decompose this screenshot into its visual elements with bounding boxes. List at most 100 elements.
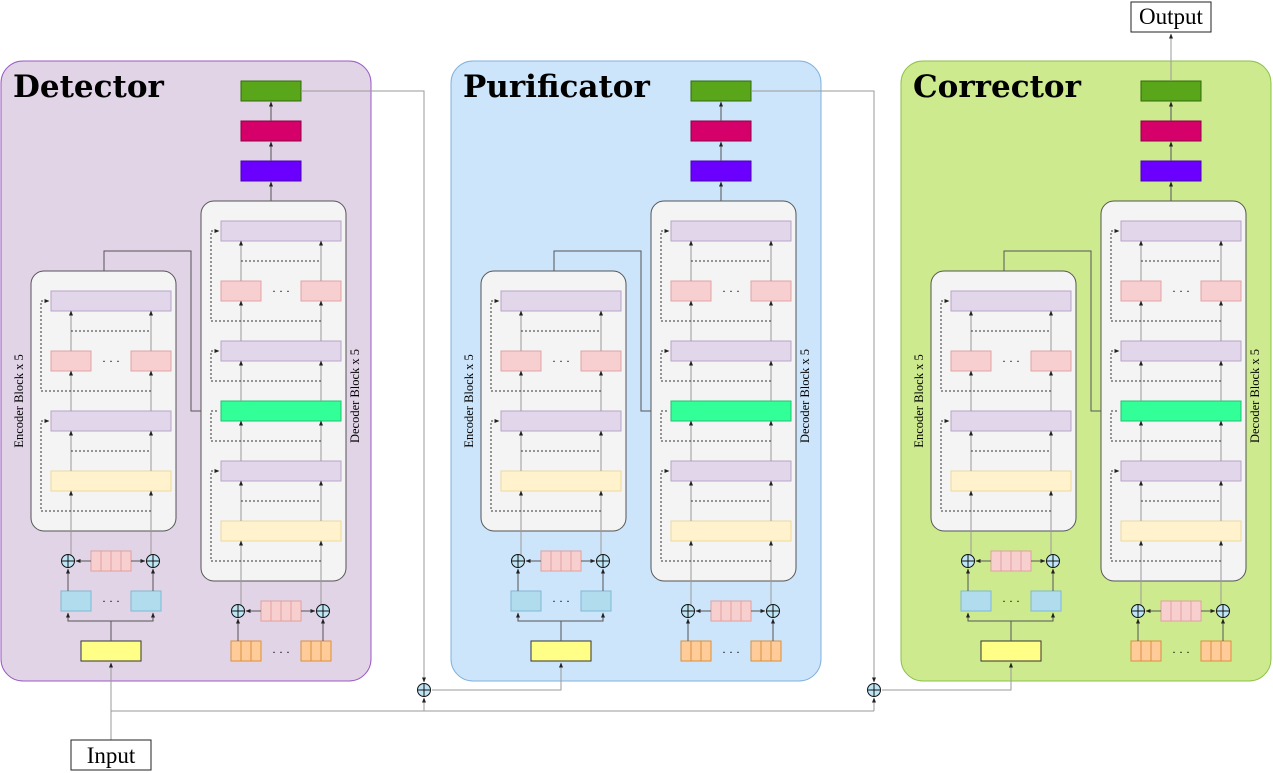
input-to-embed	[561, 612, 605, 622]
encoder-to-decoder	[1003, 250, 1120, 413]
decoder-token-ellipsis: · · ·	[1172, 645, 1190, 659]
encoder-residual	[490, 419, 601, 512]
encoder-norm-input	[950, 470, 1072, 492]
decoder-residual	[210, 469, 321, 562]
encoder-attention-top	[950, 290, 1072, 312]
decoder-attention-top	[220, 220, 342, 242]
encoder-attention-mid	[50, 410, 172, 432]
decoder-self-attention	[670, 460, 792, 482]
io-group: Input Output	[70, 1, 1212, 771]
detector-output-wire	[301, 90, 426, 683]
decoder-ellipsis: · · ·	[272, 284, 290, 298]
encoder-to-decoder	[103, 250, 220, 413]
decoder-target-tokens-left	[680, 640, 712, 662]
output-head	[1140, 80, 1202, 102]
output-box	[1130, 1, 1212, 33]
decoder-self-attention	[220, 460, 342, 482]
global-connections	[109, 33, 1173, 740]
decoder-residual	[210, 349, 321, 382]
encoder-token-embed-left	[510, 590, 542, 612]
decoder-token-ellipsis: · · ·	[722, 645, 740, 659]
input-label: Input	[87, 743, 136, 768]
decoder-ellipsis: · · ·	[722, 284, 740, 298]
encoder-ff-left	[50, 350, 92, 372]
decoder-side-label: Decoder Block x 5	[348, 349, 362, 443]
decoder-residual	[660, 229, 771, 322]
input-box	[70, 739, 152, 771]
module-title: Corrector	[913, 69, 1082, 105]
encoder-ellipsis: · · ·	[102, 354, 120, 368]
decoder-cross-attention	[670, 400, 792, 422]
module-title: Purificator	[463, 69, 650, 105]
output-head	[690, 80, 752, 102]
decoder-ff-left	[1120, 280, 1162, 302]
module-group: Detector · · · Encoder Block x 5 · · · · · ·…	[0, 60, 1272, 682]
decoder-residual	[1110, 410, 1221, 442]
input-to-embed	[966, 612, 1012, 641]
encoder-norm-input	[500, 470, 622, 492]
softmax-head	[690, 120, 752, 142]
encoder-to-decoder	[553, 250, 670, 413]
decoder-norm-input	[670, 520, 792, 542]
module-purificator: Purificator · · · Encoder Block x 5 · · · · …	[450, 60, 822, 682]
fusion2-to-corrector	[882, 662, 1013, 691]
decoder-ff-left	[670, 280, 712, 302]
decoder-norm-input	[220, 520, 342, 542]
input-to-embed	[111, 612, 155, 622]
encoder-input-embedding	[980, 640, 1042, 662]
decoder-residual	[660, 410, 771, 442]
encoder-ellipsis: · · ·	[1002, 354, 1020, 368]
decoder-token-ellipsis: · · ·	[272, 645, 290, 659]
fusion1-to-purificator	[432, 662, 563, 691]
decoder-cross-attention	[1120, 400, 1242, 422]
linear-head	[690, 160, 752, 182]
decoder-residual	[1110, 349, 1221, 382]
decoder-norm-input	[1120, 520, 1242, 542]
decoder-ff-right	[750, 280, 792, 302]
decoder-ff-left	[220, 280, 262, 302]
encoder-residual	[40, 299, 151, 392]
module-detector: Detector · · · Encoder Block x 5 · · · · · ·…	[0, 60, 372, 682]
decoder-residual	[660, 469, 771, 562]
encoder-attention-top	[500, 290, 622, 312]
encoder-input-embedding	[530, 640, 592, 662]
decoder-side-label: Decoder Block x 5	[1248, 349, 1262, 443]
encoder-token-embed-right	[1030, 590, 1062, 612]
output-head	[240, 80, 302, 102]
purificator-output-wire	[751, 90, 876, 683]
encoder-token-embed-right	[130, 590, 162, 612]
decoder-attention-mid	[220, 340, 342, 362]
decoder-ellipsis: · · ·	[1172, 284, 1190, 298]
decoder-target-tokens-left	[230, 640, 262, 662]
softmax-head	[1140, 120, 1202, 142]
decoder-residual	[210, 229, 321, 322]
decoder-target-tokens-left	[1130, 640, 1162, 662]
decoder-target-tokens-right	[300, 640, 332, 662]
encoder-ff-left	[950, 350, 992, 372]
decoder-residual	[660, 349, 771, 382]
output-label: Output	[1139, 4, 1204, 29]
encoder-token-ellipsis: · · ·	[1002, 594, 1020, 608]
decoder-attention-top	[670, 220, 792, 242]
decoder-target-tokens-right	[1200, 640, 1232, 662]
decoder-attention-top	[1120, 220, 1242, 242]
encoder-ff-right	[130, 350, 172, 372]
encoder-ellipsis: · · ·	[552, 354, 570, 368]
decoder-ff-right	[1200, 280, 1242, 302]
decoder-side-label: Decoder Block x 5	[798, 349, 812, 443]
encoder-input-embedding	[80, 640, 142, 662]
encoder-token-ellipsis: · · ·	[552, 594, 570, 608]
encoder-token-embed-left	[960, 590, 992, 612]
decoder-attention-mid	[1120, 340, 1242, 362]
encoder-attention-top	[50, 290, 172, 312]
softmax-head	[240, 120, 302, 142]
encoder-ff-left	[500, 350, 542, 372]
decoder-self-attention	[1120, 460, 1242, 482]
encoder-attention-mid	[500, 410, 622, 432]
encoder-residual	[940, 419, 1051, 512]
encoder-attention-mid	[950, 410, 1072, 432]
encoder-residual	[490, 299, 601, 392]
linear-head	[1140, 160, 1202, 182]
